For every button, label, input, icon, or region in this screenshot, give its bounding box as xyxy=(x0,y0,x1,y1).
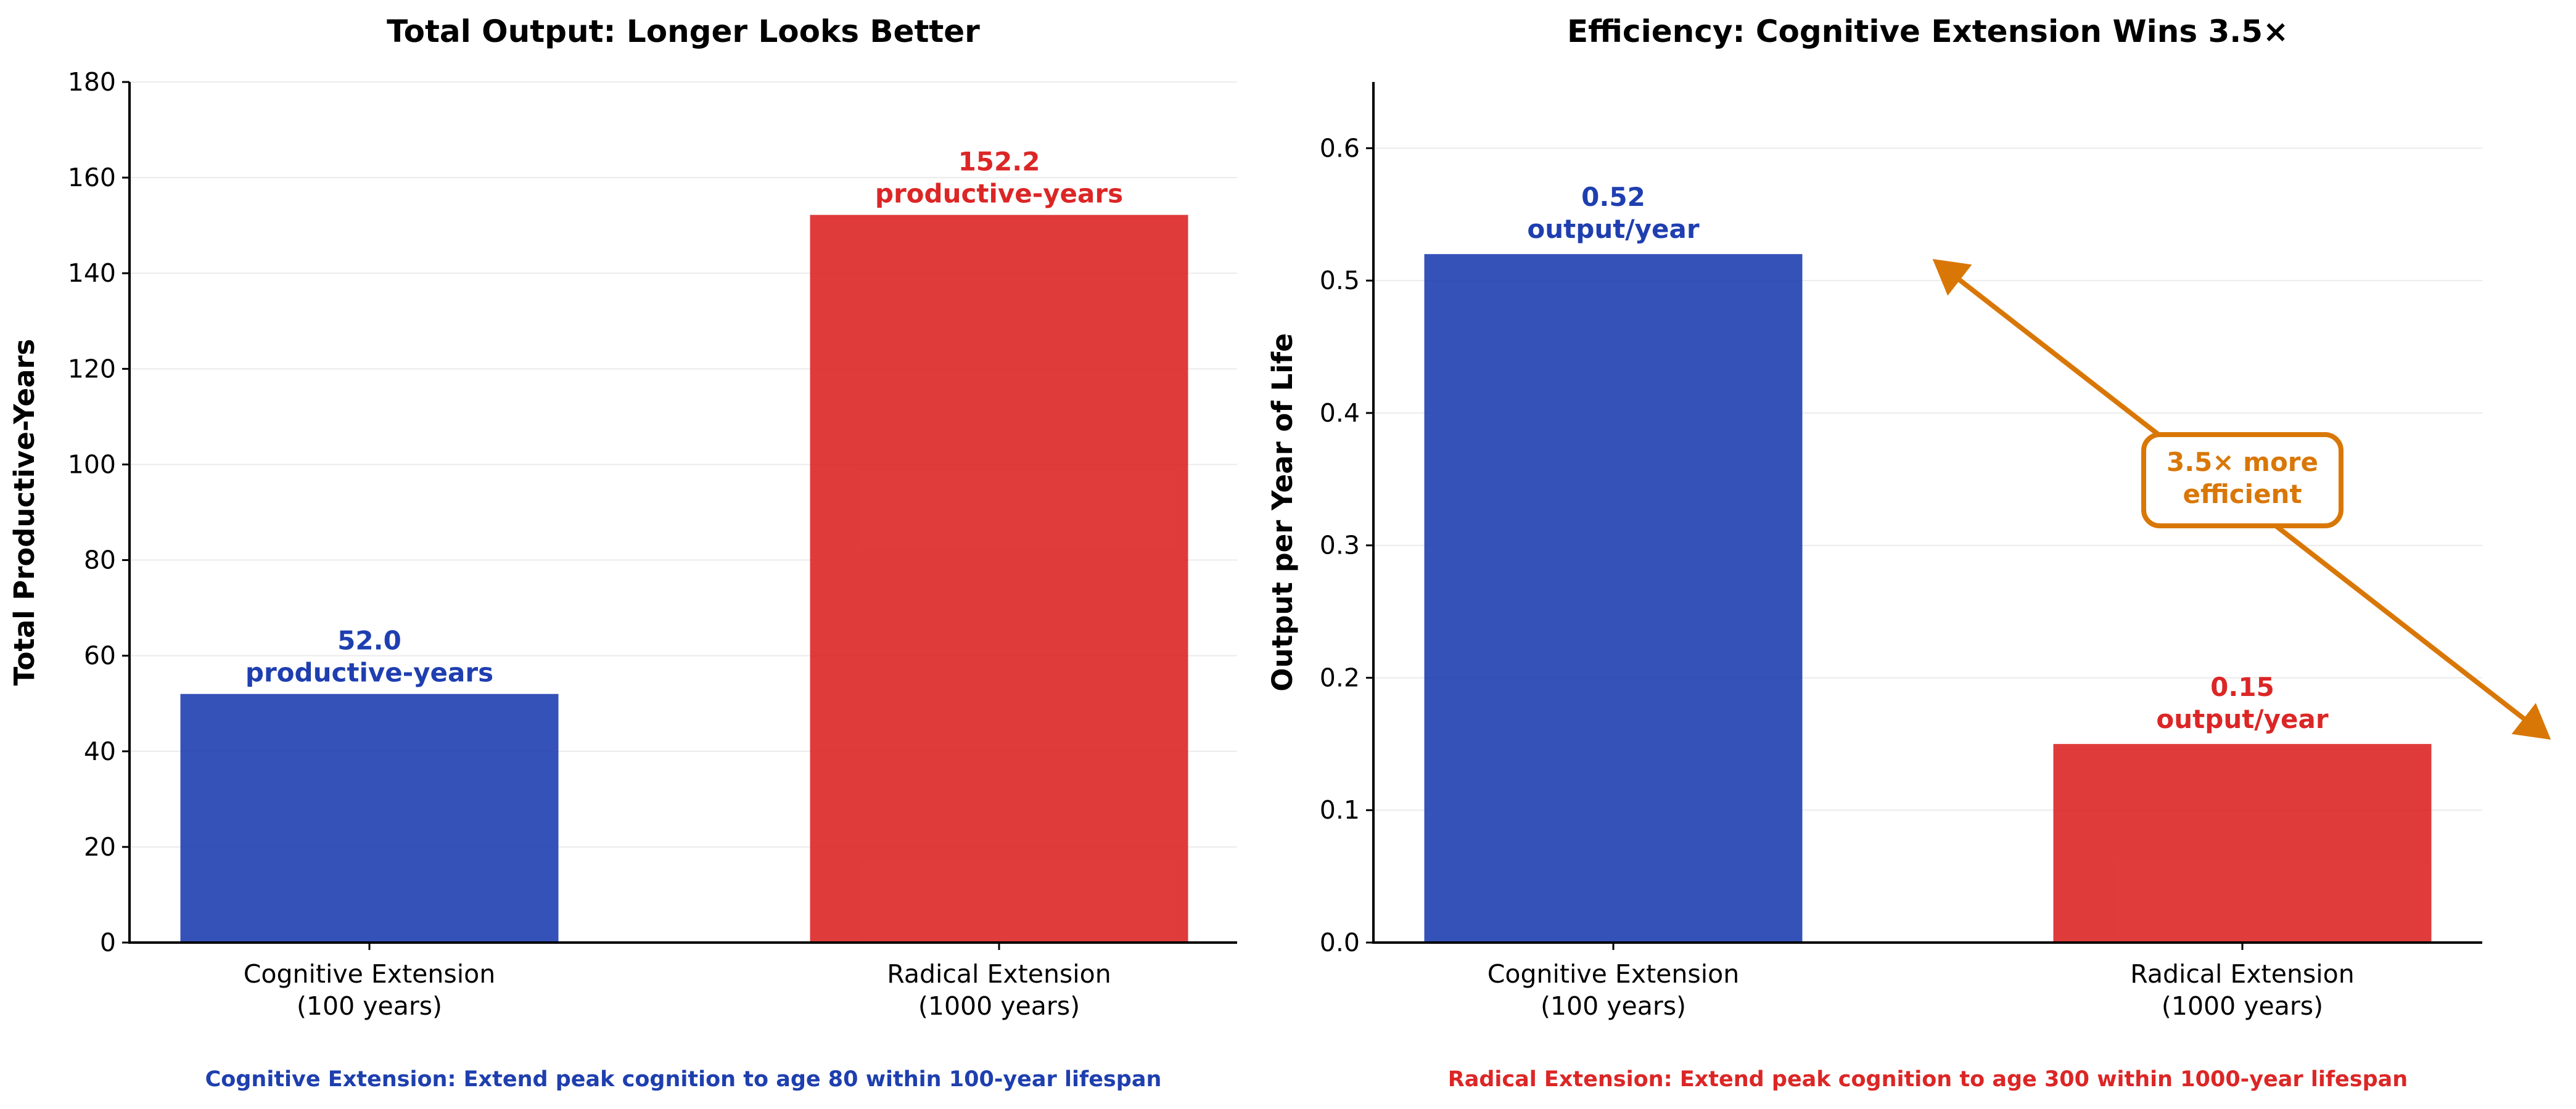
y-tick-label: 120 xyxy=(68,354,116,383)
bar xyxy=(180,694,559,943)
y-tick-label: 0.4 xyxy=(1320,398,1360,428)
y-tick-label: 80 xyxy=(84,546,116,575)
annotation-box xyxy=(2141,432,2344,528)
data-label: 152.2 productive-years xyxy=(875,147,1123,209)
data-label: 52.0 productive-years xyxy=(245,626,493,688)
y-tick-label: 0.2 xyxy=(1320,663,1360,692)
y-tick-label: 100 xyxy=(68,449,116,479)
x-tick-label: Radical Extension (1000 years) xyxy=(2130,959,2355,1021)
y-axis-label: Total Productive-Years xyxy=(8,339,41,686)
bar xyxy=(1424,254,1803,943)
footnote: Cognitive Extension: Extend peak cogniti… xyxy=(205,1067,1162,1092)
annotation-text: 3.5× more efficient xyxy=(2167,447,2318,509)
y-tick-label: 60 xyxy=(84,641,116,671)
y-axis-label: Output per Year of Life xyxy=(1266,333,1299,691)
chart-title: Efficiency: Cognitive Extension Wins 3.5… xyxy=(1567,14,2289,49)
data-label: 0.52 output/year xyxy=(1527,182,1699,244)
y-tick-label: 0.6 xyxy=(1320,133,1360,163)
data-label: 0.15 output/year xyxy=(2156,672,2328,734)
y-tick-label: 0.5 xyxy=(1320,266,1360,295)
y-tick-label: 180 xyxy=(68,67,116,97)
y-tick-label: 0.1 xyxy=(1320,795,1360,825)
y-tick-label: 0.3 xyxy=(1320,531,1360,560)
panel-2: 0.0 0.1 0.2 0.3 0.4 0.5 0.6 0.52 output/year Cogn… xyxy=(1266,14,2551,1092)
bar xyxy=(2053,743,2432,943)
y-tick-label: 40 xyxy=(84,737,116,766)
x-tick-label: Cognitive Extension (100 years) xyxy=(244,959,495,1021)
chart-title: Total Output: Longer Looks Better xyxy=(387,14,980,49)
bar xyxy=(810,215,1188,943)
efficiency-annotation: 3.5× more efficient xyxy=(1932,259,2551,740)
y-tick-label: 20 xyxy=(84,832,116,862)
x-tick-label: Cognitive Extension (100 years) xyxy=(1488,959,1739,1021)
x-tick-label: Radical Extension (1000 years) xyxy=(887,959,1111,1021)
y-tick-label: 0 xyxy=(100,928,116,957)
y-tick-label: 160 xyxy=(68,163,116,192)
y-tick-label: 140 xyxy=(68,258,116,288)
panel-1: 0 20 40 60 80 100 120 140 160 180 52.0 productive-y… xyxy=(8,14,1237,1092)
y-tick-label: 0.0 xyxy=(1320,928,1360,957)
footnote: Radical Extension: Extend peak cognition… xyxy=(1448,1067,2408,1092)
